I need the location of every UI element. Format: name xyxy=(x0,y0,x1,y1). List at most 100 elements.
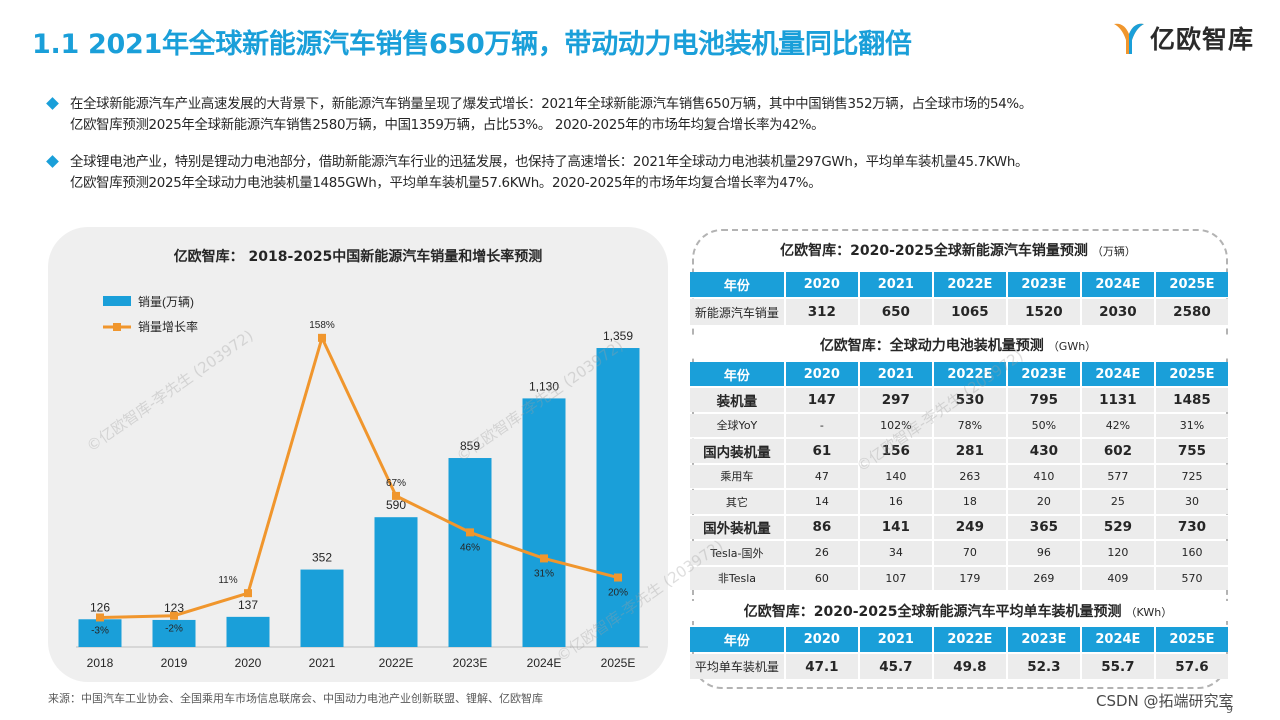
table-row: 国内装机量 61 156 281 430 602 755 xyxy=(690,439,1228,463)
bar xyxy=(522,398,566,647)
table-row: 国外装机量 86 141 249 365 529 730 xyxy=(690,515,1228,539)
row-label-cell: 国外装机量 xyxy=(690,515,784,539)
ev-sales-forecast-table: 年份 2020 2021 2022E 2023E 2024E 2025E 新能源汽车销量 312… xyxy=(688,270,1230,327)
csdn-watermark: CSDN @拓端研究室 xyxy=(1090,690,1240,711)
table-cell: 86 xyxy=(785,515,858,539)
table-header-cell: 年份 xyxy=(690,362,784,386)
table-cell: 410 xyxy=(1007,464,1080,488)
table-cell: 281 xyxy=(933,439,1006,463)
bullet-ev-sales: 在全球新能源汽车产业高速发展的大背景下，新能源汽车销量呈现了爆发式增长：2021… xyxy=(46,94,1266,136)
bar-value-label: 123 xyxy=(164,601,184,615)
table-cell: 61 xyxy=(785,439,858,463)
battery-install-table: 年份 2020 2021 2022E 2023E 2024E 2025E 装机量 147 297 5… xyxy=(688,360,1230,592)
bar xyxy=(300,569,344,647)
x-tick-label: 2023E xyxy=(453,656,488,670)
table-cell: 49.8 xyxy=(933,654,1006,679)
table-cell: 55.7 xyxy=(1081,654,1154,679)
legend-line-marker xyxy=(113,323,121,331)
table-cell: 650 xyxy=(859,299,932,325)
table1-unit: （万辆） xyxy=(1091,245,1136,258)
logo: 亿欧智库 xyxy=(1110,18,1270,58)
x-tick-label: 2024E xyxy=(527,656,562,670)
table-cell: 42% xyxy=(1081,413,1154,437)
table-cell: 147 xyxy=(785,388,858,412)
growth-value-label: 11% xyxy=(218,575,237,586)
bar-value-label: 137 xyxy=(238,598,258,612)
table-header-cell: 2022E xyxy=(933,627,1006,652)
table-cell: 725 xyxy=(1155,464,1228,488)
summary-bullets: 在全球新能源汽车产业高速发展的大背景下，新能源汽车销量呈现了爆发式增长：2021… xyxy=(46,94,1266,210)
table-header-cell: 2021 xyxy=(859,272,932,297)
table-cell: 409 xyxy=(1081,566,1154,590)
table-cell: 34 xyxy=(859,541,932,565)
row-label-cell: 平均单车装机量 xyxy=(690,654,784,679)
table-cell: 755 xyxy=(1155,439,1228,463)
bullet-line: 在全球新能源汽车产业高速发展的大背景下，新能源汽车销量呈现了爆发式增长：2021… xyxy=(70,97,1032,112)
table-cell: 25 xyxy=(1081,490,1154,514)
sales-chart-panel: 亿欧智库： 2018-2025中国新能源汽车销量和增长率预测 126 2018 12… xyxy=(48,227,668,682)
table-row: 新能源汽车销量 312 650 1065 1520 2030 2580 xyxy=(690,299,1228,325)
table-header-cell: 2020 xyxy=(785,272,858,297)
bar xyxy=(226,616,270,647)
table-cell: - xyxy=(785,413,858,437)
table-header-cell: 2024E xyxy=(1081,362,1154,386)
growth-marker xyxy=(540,554,548,563)
table-header-cell: 2024E xyxy=(1081,272,1154,297)
legend-bar-label: 销量(万辆) xyxy=(138,295,194,309)
bar-value-label: 126 xyxy=(90,600,110,614)
table1-title: 亿欧智库：2020-2025全球新能源汽车销量预测 （万辆） xyxy=(688,240,1228,260)
table-row: Tesla-国外 26 34 70 96 120 160 xyxy=(690,541,1228,565)
page-title: 1.1 2021年全球新能源汽车销售650万辆，带动动力电池装机量同比翻倍 xyxy=(32,29,912,60)
table-cell: 2030 xyxy=(1081,299,1154,325)
growth-value-label: 67% xyxy=(386,478,406,489)
table-cell: 570 xyxy=(1155,566,1228,590)
table-cell: 263 xyxy=(933,464,1006,488)
table-header-cell: 2021 xyxy=(859,627,932,652)
x-tick-label: 2018 xyxy=(87,656,114,670)
bar xyxy=(152,619,196,647)
legend-bar-swatch xyxy=(103,296,131,306)
table-cell: 141 xyxy=(859,515,932,539)
table-row: 全球YoY -102% 78% 50% 42% 31% xyxy=(690,413,1228,437)
bar xyxy=(78,619,122,647)
growth-value-label: 31% xyxy=(534,568,554,579)
bar-value-label: 859 xyxy=(460,439,480,453)
table-cell: 160 xyxy=(1155,541,1228,565)
row-label-cell: 国内装机量 xyxy=(690,439,784,463)
table-cell: 16 xyxy=(859,490,932,514)
bar xyxy=(374,517,418,647)
row-label-cell: 全球YoY xyxy=(690,413,784,437)
table-cell: 1131 xyxy=(1081,388,1154,412)
table-row: 平均单车装机量 47.1 45.7 49.8 52.3 55.7 57.6 xyxy=(690,654,1228,679)
growth-value-label: -3% xyxy=(91,625,109,636)
table1-title-text: 亿欧智库：2020-2025全球新能源汽车销量预测 xyxy=(780,243,1088,259)
table3-title: 亿欧智库：2020-2025全球新能源汽车平均单车装机量预测 （KWh） xyxy=(688,601,1228,621)
row-label-cell: 装机量 xyxy=(690,388,784,412)
table-header-cell: 2023E xyxy=(1007,362,1080,386)
table-cell: 602 xyxy=(1081,439,1154,463)
table-header-cell: 2020 xyxy=(785,362,858,386)
bar-value-label: 1,130 xyxy=(529,379,559,393)
row-label-cell: 新能源汽车销量 xyxy=(690,299,784,325)
table-cell: 78% xyxy=(933,413,1006,437)
table-row: 非Tesla 60 107 179 269 409 570 xyxy=(690,566,1228,590)
table-cell: 70 xyxy=(933,541,1006,565)
table-header-row: 年份 2020 2021 2022E 2023E 2024E 2025E xyxy=(690,627,1228,652)
growth-value-label: 20% xyxy=(608,588,628,599)
table-cell: 312 xyxy=(785,299,858,325)
table-header-cell: 2025E xyxy=(1155,272,1228,297)
table-cell: 107 xyxy=(859,566,932,590)
table-cell: 2580 xyxy=(1155,299,1228,325)
growth-value-label: -2% xyxy=(165,624,183,635)
table-cell: 26 xyxy=(785,541,858,565)
sales-growth-chart: 126 2018 123 2019 137 2020 352 2021 590 2022E 859 2… xyxy=(76,295,648,670)
growth-marker xyxy=(318,333,326,342)
bar-value-label: 1,359 xyxy=(603,329,633,343)
row-label-cell: Tesla-国外 xyxy=(690,541,784,565)
table-cell: 1065 xyxy=(933,299,1006,325)
row-label-cell: 非Tesla xyxy=(690,566,784,590)
table-cell: 249 xyxy=(933,515,1006,539)
table-header-cell: 2025E xyxy=(1155,627,1228,652)
table-header-row: 年份 2020 2021 2022E 2023E 2024E 2025E xyxy=(690,272,1228,297)
table-cell: 14 xyxy=(785,490,858,514)
